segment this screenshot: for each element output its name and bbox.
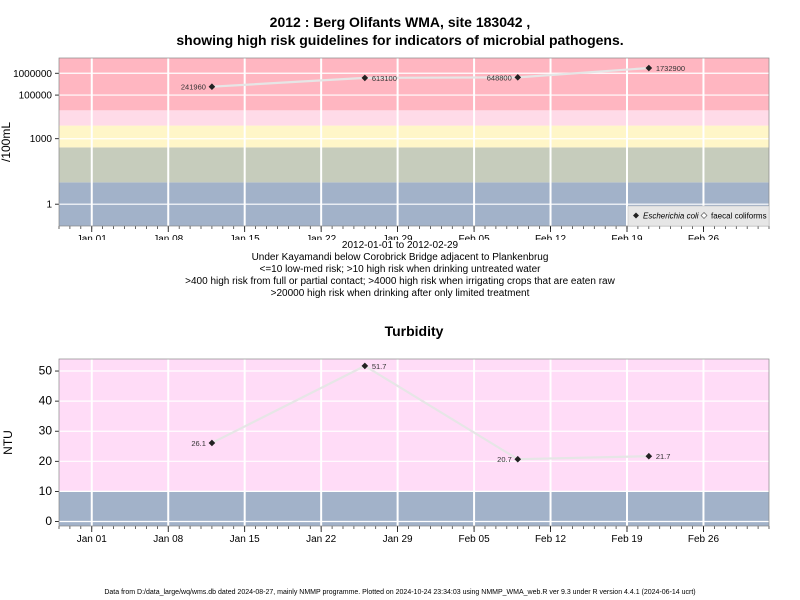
x-tick-label: Jan 29 xyxy=(383,234,413,240)
turbidity-chart: Turbidity Jan 01 Jan 08 Jan 15 Jan 22 Jan 29 F… xyxy=(1,323,770,545)
legend-marker-ecoli xyxy=(633,212,639,219)
data-point xyxy=(645,64,653,72)
legend-box xyxy=(627,205,770,227)
legend: Escherichia coli faecal coliforms xyxy=(627,205,770,227)
data-label: 613100 xyxy=(372,74,397,83)
risk-band-2 xyxy=(59,125,769,148)
data-point xyxy=(361,74,369,82)
data-point xyxy=(514,74,522,81)
series-line xyxy=(211,66,649,88)
x-tick-label: Feb 26 xyxy=(688,234,720,240)
plot-frame xyxy=(58,57,770,227)
turbidity-title: Turbidity xyxy=(385,323,444,339)
caption-date-range: 2012-01-01 to 2012-02-29 xyxy=(341,240,459,251)
x-tick-label: Jan 29 xyxy=(383,534,413,545)
caption-guideline-2: >400 high risk from full or partial cont… xyxy=(185,276,615,287)
data-label: 648800 xyxy=(487,73,512,82)
risk-band-1 xyxy=(59,147,769,183)
x-tick-label: Feb 12 xyxy=(535,234,567,240)
legend-marker-faecal xyxy=(700,212,708,219)
data-label: 20.7 xyxy=(497,455,512,464)
caption-site: Under Kayamandi below Corobrick Bridge a… xyxy=(251,252,549,263)
y-axis-label: /100mL xyxy=(0,122,13,162)
footer-note: Data from D:/data_large/wq/wms.db dated … xyxy=(104,589,696,596)
x-tick-label: Jan 01 xyxy=(77,234,107,240)
y-tick-label: 1000000 xyxy=(13,69,52,80)
data-point xyxy=(208,83,216,90)
x-tick-label: Jan 15 xyxy=(230,534,260,545)
y-tick-label: 50 xyxy=(39,364,53,378)
y-tick-label: 20 xyxy=(39,454,53,468)
data-point xyxy=(208,439,216,447)
risk-band-0 xyxy=(59,491,769,526)
x-tick-label: Feb 19 xyxy=(611,234,643,240)
y-tick-label: 100000 xyxy=(19,91,53,102)
series-line xyxy=(211,364,649,461)
legend-label-ecoli: Escherichia coli xyxy=(643,212,699,221)
caption-guideline-1: <=10 low-med risk; >10 high risk when dr… xyxy=(259,264,541,275)
plot-frame xyxy=(58,358,770,527)
data-label: 241960 xyxy=(181,83,206,92)
y-axis-label: NTU xyxy=(1,430,15,455)
x-tick-label: Feb 26 xyxy=(688,534,720,545)
microbial-chart: Jan 01 Jan 08 Jan 15 Jan 22 Jan 29 Feb 05 Feb … xyxy=(0,57,770,240)
x-tick-label: Jan 22 xyxy=(306,234,336,240)
x-tick-label: Feb 05 xyxy=(459,234,491,240)
data-point xyxy=(361,362,369,370)
legend-label-faecal: faecal coliforms xyxy=(711,212,767,221)
x-tick-label: Feb 05 xyxy=(459,534,491,545)
x-tick-label: Feb 12 xyxy=(535,534,567,545)
x-tick-label: Jan 15 xyxy=(230,234,260,240)
data-label: 1732900 xyxy=(656,64,685,73)
y-tick-label: 1 xyxy=(46,200,52,211)
x-tick-label: Jan 08 xyxy=(153,234,183,240)
y-tick-label: 10 xyxy=(39,484,53,498)
y-tick-label: 40 xyxy=(39,394,53,408)
x-tick-label: Jan 08 xyxy=(153,534,183,545)
y-tick-label: 1000 xyxy=(30,134,53,145)
risk-band-3 xyxy=(59,110,769,126)
x-tick-label: Jan 22 xyxy=(306,534,336,545)
y-tick-label: 0 xyxy=(45,514,52,528)
chart-title-line2: showing high risk guidelines for indicat… xyxy=(176,32,624,48)
data-label: 21.7 xyxy=(656,452,671,461)
risk-band-1 xyxy=(59,359,769,492)
data-label: 26.1 xyxy=(191,439,206,448)
x-tick-label: Jan 01 xyxy=(77,534,107,545)
data-point xyxy=(645,452,653,460)
chart-title-line1: 2012 : Berg Olifants WMA, site 183042 , xyxy=(269,14,531,30)
x-tick-label: Feb 19 xyxy=(611,534,643,545)
data-point xyxy=(514,455,522,463)
y-tick-label: 30 xyxy=(39,424,53,438)
data-label: 51.7 xyxy=(372,362,387,371)
caption-guideline-3: >20000 high risk when drinking after onl… xyxy=(270,288,530,299)
